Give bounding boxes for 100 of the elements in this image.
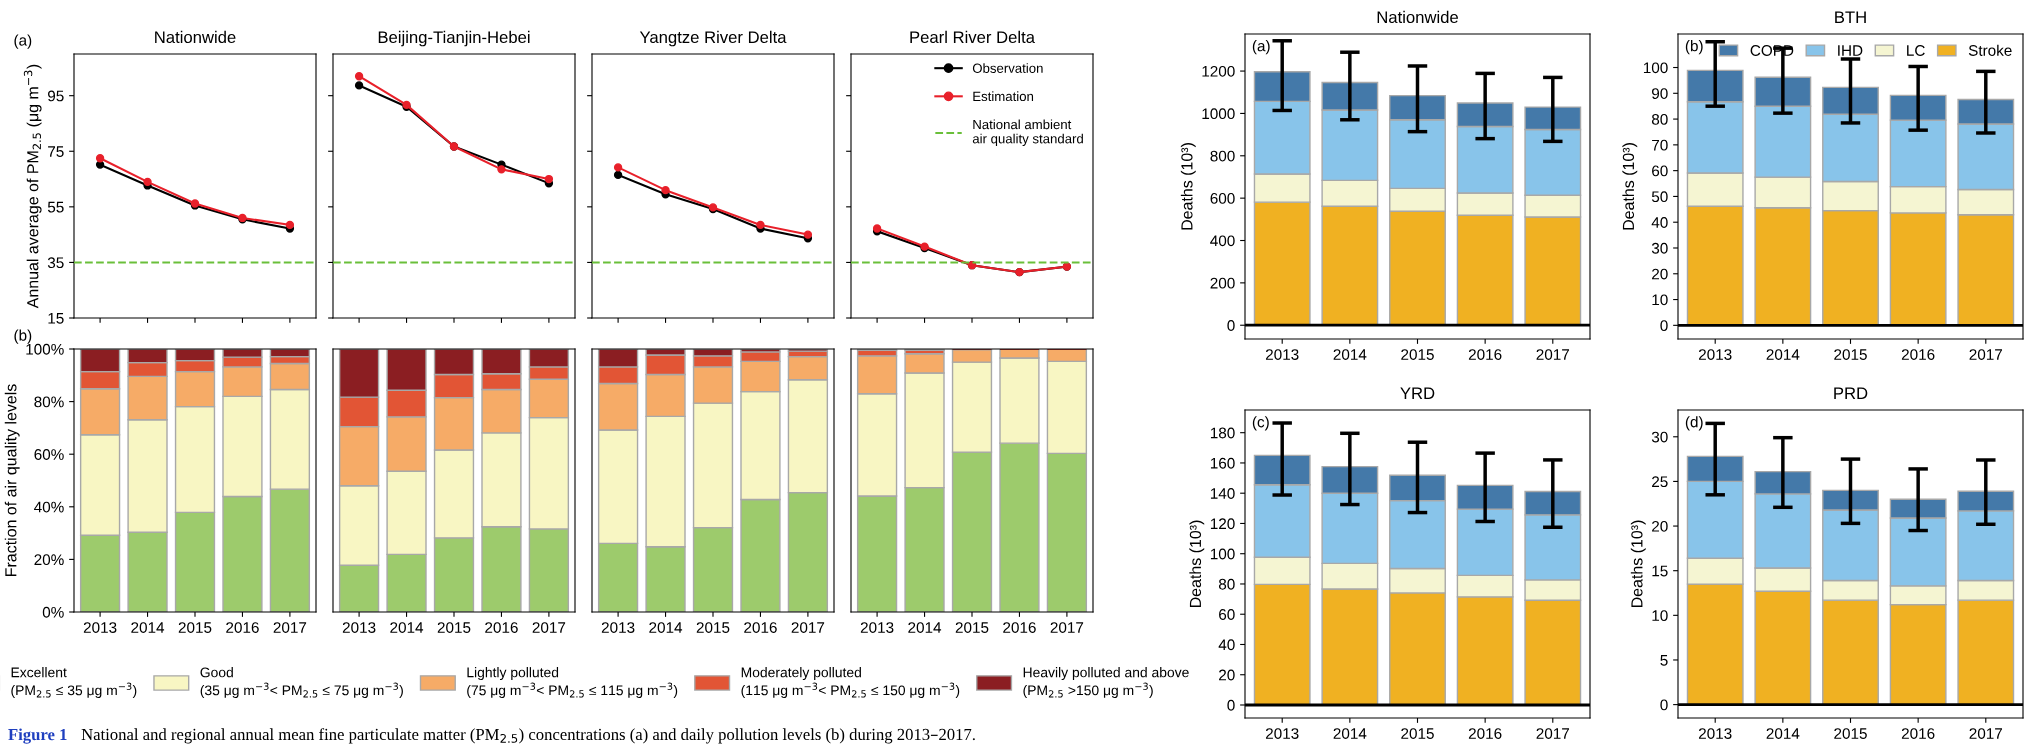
y-tick-label: 20 bbox=[1219, 669, 1235, 681]
text: (a) bbox=[14, 34, 32, 49]
y-tick-label: 10 bbox=[1652, 610, 1668, 622]
y-tick-label: 200 bbox=[1210, 277, 1235, 289]
legend-label: Heavily polluted and above (PM$_{2.5}$ >150 μg m$^{−3}$) bbox=[1023, 667, 1189, 698]
y-tick-label: 40% bbox=[34, 501, 64, 513]
y-tick-label: 50 bbox=[1651, 191, 1668, 203]
x-tick-label: 2013 bbox=[860, 622, 894, 633]
annotation: (d) bbox=[1685, 416, 1703, 431]
legend-label: National ambient air quality standard bbox=[972, 119, 1083, 147]
y-axis-title: Deaths (10³) bbox=[1180, 143, 1196, 230]
x-tick-label: 2017 bbox=[1050, 622, 1084, 633]
y-tick-label: 55 bbox=[47, 201, 64, 213]
legend-label: Good (35 μg m$^{−3}$< PM$_{2.5}$ ≤ 75 μg m$^{−3}$) bbox=[200, 667, 403, 698]
y-tick-label: 80% bbox=[34, 396, 64, 408]
y-tick-label: 140 bbox=[1210, 488, 1235, 499]
x-tick-label: 2014 bbox=[1333, 349, 1367, 360]
y-tick-label: 10 bbox=[1652, 294, 1668, 306]
annotation: (b) bbox=[1685, 40, 1703, 55]
y-tick-label: 30 bbox=[1651, 242, 1668, 254]
y-tick-label: 0 bbox=[1227, 699, 1235, 711]
legend-label: Moderately polluted (115 μg m$^{−3}$< PM$_{2.5}$ ≤ 150 μg m$^{−3}$) bbox=[741, 667, 960, 698]
y-tick-label: 25 bbox=[1652, 476, 1668, 488]
text: (b) bbox=[14, 329, 32, 344]
chart-title: Nationwide bbox=[1377, 10, 1458, 24]
x-tick-label: 2016 bbox=[226, 622, 259, 633]
y-tick-label: 1200 bbox=[1202, 65, 1235, 77]
y-tick-label: 100% bbox=[26, 343, 64, 355]
legend-label: Stroke bbox=[1968, 44, 2012, 56]
y-tick-label: 20 bbox=[1652, 520, 1668, 532]
x-tick-label: 2015 bbox=[696, 622, 730, 633]
x-tick-label: 2014 bbox=[1766, 349, 1800, 360]
y-tick-label: 60% bbox=[34, 449, 64, 460]
x-tick-label: 2017 bbox=[791, 622, 825, 633]
x-tick-label: 2013 bbox=[1265, 728, 1299, 739]
x-tick-label: 2015 bbox=[1401, 349, 1434, 360]
y-tick-label: 40 bbox=[1651, 217, 1668, 228]
y-tick-label: 1000 bbox=[1202, 108, 1235, 120]
y-tick-label: 80 bbox=[1218, 578, 1235, 590]
x-tick-label: 2017 bbox=[532, 622, 566, 633]
y-tick-label: 100 bbox=[1210, 548, 1235, 560]
x-tick-label: 2015 bbox=[1834, 728, 1867, 739]
y-tick-label: 95 bbox=[48, 90, 64, 102]
y-tick-label: 160 bbox=[1210, 457, 1235, 469]
y-axis-title: Annual average of PM$_{2.5}$ (μg m$^{−3}$) bbox=[23, 64, 42, 309]
x-tick-label: 2014 bbox=[908, 622, 942, 633]
x-tick-label: 2016 bbox=[744, 622, 777, 633]
y-tick-label: 60 bbox=[1652, 165, 1668, 177]
x-tick-label: 2015 bbox=[437, 622, 471, 633]
chart-title: Pearl River Delta bbox=[910, 30, 1035, 44]
x-tick-label: 2016 bbox=[1901, 349, 1935, 360]
x-tick-label: 2015 bbox=[1401, 728, 1434, 739]
legend-label: Observation bbox=[972, 63, 1043, 73]
x-tick-label: 2014 bbox=[1333, 728, 1367, 739]
y-tick-label: 5 bbox=[1660, 655, 1668, 666]
y-axis-title: Deaths (10³) bbox=[1630, 520, 1646, 608]
x-tick-label: 2014 bbox=[649, 622, 683, 633]
x-tick-label: 2014 bbox=[1766, 728, 1800, 739]
y-axis-title: Deaths (10³) bbox=[1189, 520, 1205, 608]
x-tick-label: 2013 bbox=[601, 622, 635, 633]
legend-label: Lightly polluted (75 μg m$^{−3}$< PM$_{2.5}$ ≤ 115 μg m$^{−3}$) bbox=[467, 667, 678, 698]
chart-title: Nationwide bbox=[155, 30, 236, 44]
y-tick-label: 20 bbox=[1652, 268, 1668, 280]
chart-title: YRD bbox=[1400, 387, 1435, 399]
y-tick-label: 75 bbox=[48, 146, 64, 157]
y-tick-label: 70 bbox=[1652, 139, 1668, 151]
y-tick-label: 600 bbox=[1210, 193, 1235, 204]
legend-label: IHD bbox=[1838, 45, 1863, 56]
y-tick-label: 40 bbox=[1218, 639, 1235, 651]
y-tick-label: 90 bbox=[1652, 88, 1668, 99]
y-tick-label: 35 bbox=[47, 257, 64, 269]
y-tick-label: 60 bbox=[1219, 609, 1235, 620]
x-tick-label: 2016 bbox=[485, 622, 518, 633]
x-tick-label: 2017 bbox=[1969, 349, 2003, 360]
x-tick-label: 2017 bbox=[1969, 728, 2003, 739]
chart-title: Beijing-Tianjin-Hebei bbox=[378, 30, 530, 47]
x-tick-label: 2016 bbox=[1901, 728, 1935, 739]
x-tick-label: 2014 bbox=[131, 622, 165, 633]
y-tick-label: 20% bbox=[34, 554, 64, 566]
x-tick-label: 2017 bbox=[273, 622, 307, 633]
caption: Figure 1 bbox=[8, 728, 67, 744]
legend-label: LC bbox=[1907, 45, 1925, 56]
x-tick-label: 2013 bbox=[1265, 349, 1299, 360]
x-tick-label: 2017 bbox=[1536, 349, 1570, 360]
y-tick-label: 0% bbox=[42, 606, 64, 618]
text: National and regional annual mean fine particulate matter (PM$_{2.5}$) concentrations (a) and daily pollution levels (b) during 2013–2017. bbox=[81, 728, 975, 744]
x-tick-label: 2014 bbox=[390, 622, 424, 633]
x-tick-label: 2013 bbox=[342, 622, 376, 633]
x-tick-label: 2015 bbox=[178, 622, 212, 633]
x-tick-label: 2013 bbox=[1698, 349, 1732, 360]
chart-title: BTH bbox=[1835, 11, 1866, 23]
y-tick-label: 0 bbox=[1660, 699, 1668, 711]
y-tick-label: 800 bbox=[1210, 150, 1235, 162]
y-axis-title: Deaths (10³) bbox=[1622, 143, 1638, 230]
y-axis-title: Fraction of air quality levels bbox=[4, 384, 20, 576]
y-tick-label: 15 bbox=[48, 313, 64, 324]
y-tick-label: 80 bbox=[1651, 113, 1668, 125]
x-tick-label: 2015 bbox=[955, 622, 989, 633]
chart-title: Yangtze River Delta bbox=[639, 30, 787, 47]
annotation: (a) bbox=[1252, 40, 1270, 55]
